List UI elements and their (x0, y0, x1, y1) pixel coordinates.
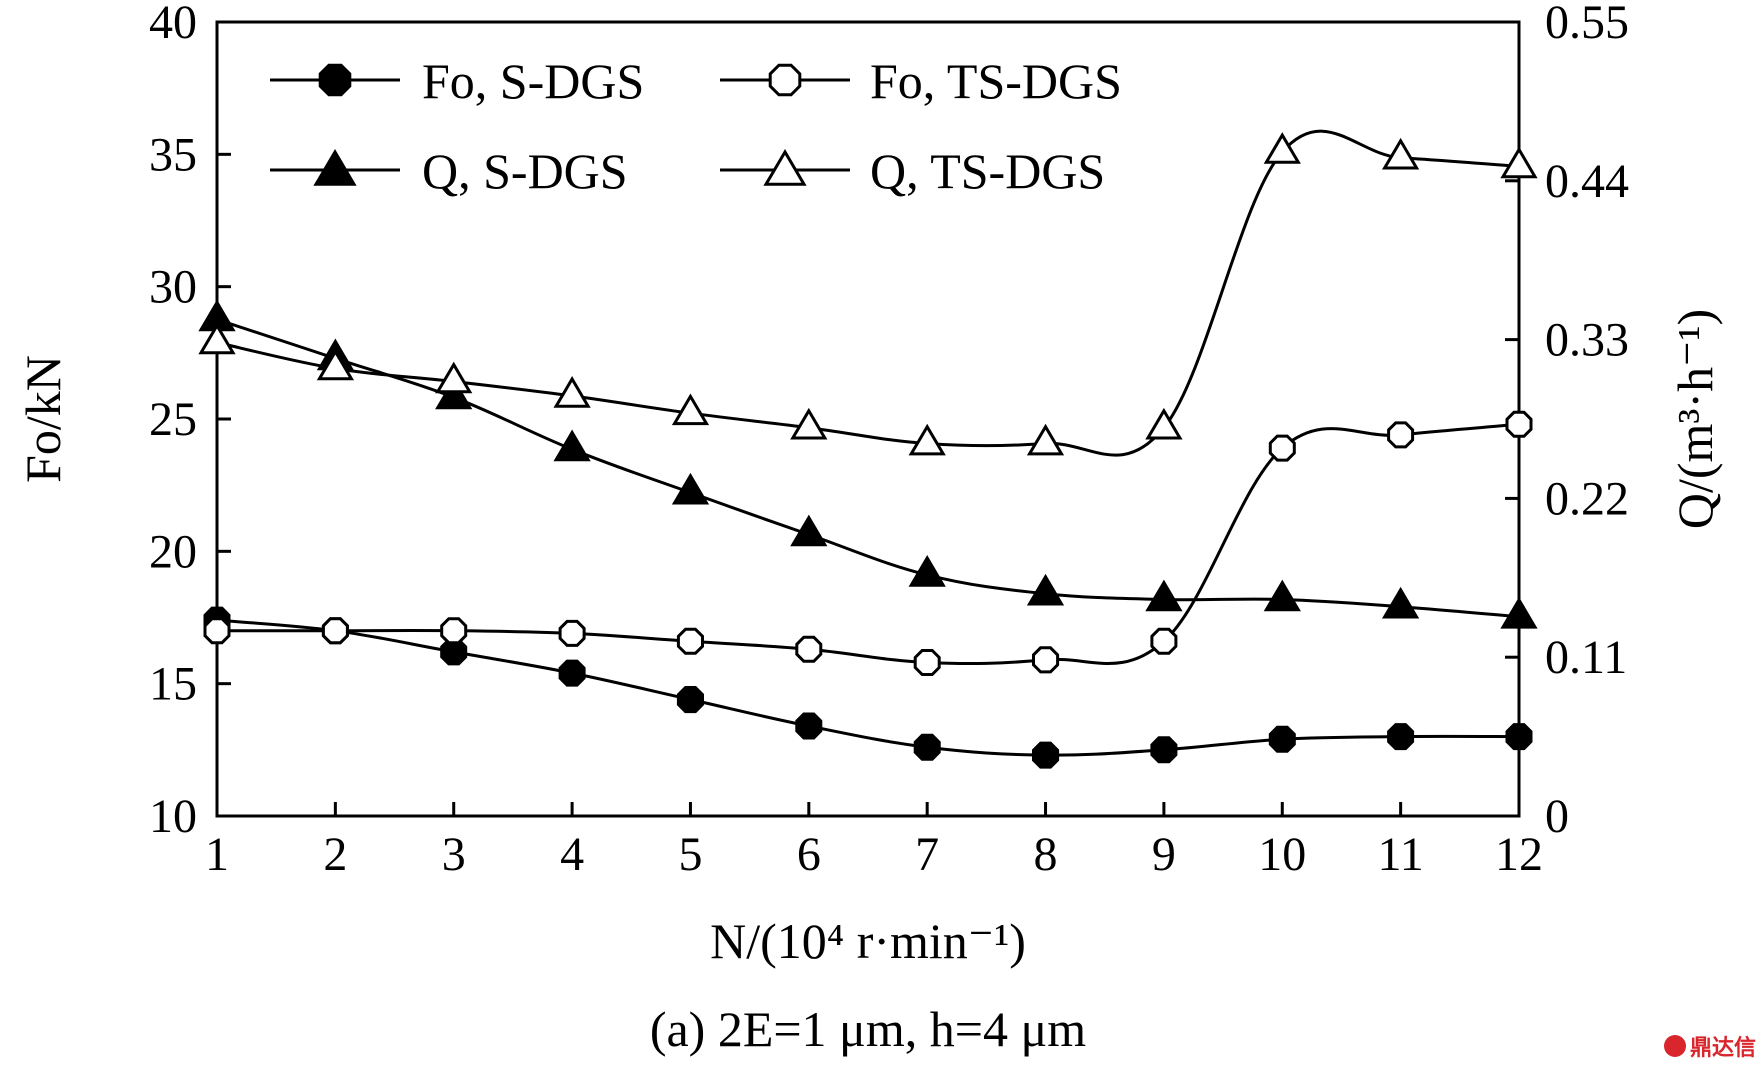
legend: Fo, S-DGS Fo, TS-DGS Q, S-DGS Q, TS-DGS (270, 53, 1122, 199)
series-1-marker (913, 649, 941, 676)
series-3-marker (1145, 407, 1183, 440)
series-2-marker (1026, 573, 1065, 606)
series-line-1 (216, 422, 1520, 666)
series-3-marker (553, 376, 591, 408)
x-tick-label: 11 (1378, 828, 1424, 881)
series-2-marker (1263, 579, 1301, 612)
legend-marker-fo-sdgs (318, 63, 352, 97)
x-axis-label: N/(10⁴ r·min⁻¹) (710, 913, 1026, 969)
series-1-marker (1387, 421, 1415, 449)
series-0-marker (676, 686, 704, 714)
watermark-text: 鼎达信 (1689, 1036, 1756, 1061)
x-tick-label: 7 (915, 828, 939, 881)
left-tick-label: 20 (149, 525, 197, 578)
series-0-marker (1268, 725, 1296, 753)
series-markers (198, 132, 1538, 769)
series-2-marker (671, 472, 710, 505)
series-1-marker (321, 617, 349, 645)
series-1-marker (558, 619, 586, 647)
right-tick-label: 0.11 (1545, 631, 1627, 684)
x-tick-label: 1 (205, 828, 229, 881)
series-0-marker (1032, 741, 1060, 769)
right-tick-label: 0.33 (1545, 314, 1629, 367)
legend-label-q-sdgs: Q, S-DGS (422, 143, 628, 199)
x-tick-label: 4 (560, 828, 584, 881)
series-3-marker (316, 348, 355, 381)
series-3-marker (790, 407, 828, 440)
legend-label-fo-tsdgs: Fo, TS-DGS (870, 53, 1122, 109)
series-3-marker (435, 361, 473, 394)
series-1-marker (203, 617, 231, 645)
left-tick-label: 40 (149, 0, 197, 49)
watermark-logo-icon (1663, 1035, 1686, 1057)
series-2-marker (553, 429, 591, 462)
chart-caption: (a) 2E=1 μm, h=4 μm (650, 1001, 1086, 1057)
x-tick-label: 10 (1258, 828, 1306, 881)
x-tick-label: 6 (797, 828, 821, 881)
legend-marker-fo-tsdgs (768, 63, 802, 97)
legend-marker-q-tsdgs (763, 149, 807, 186)
series-2-marker (1381, 586, 1420, 619)
series-3-marker (1263, 132, 1301, 164)
x-axis-ticks: 1 2 3 4 5 6 7 8 9 10 11 12 (205, 802, 1543, 881)
series-1-marker (1032, 646, 1060, 674)
left-tick-label: 25 (149, 393, 197, 446)
left-tick-label: 30 (149, 261, 197, 314)
y-axis-left-label: Fo/kN (15, 355, 71, 483)
right-tick-label: 0.44 (1545, 155, 1629, 208)
right-tick-label: 0.22 (1545, 472, 1629, 525)
legend-label-fo-sdgs: Fo, S-DGS (422, 53, 644, 109)
x-tick-label: 3 (442, 828, 466, 881)
series-0-marker (440, 638, 468, 666)
right-tick-label: 0 (1545, 790, 1569, 843)
plot-frame (215, 20, 1521, 818)
series-0-marker (1150, 736, 1178, 764)
series-3-marker (1026, 423, 1065, 456)
series-1-marker (1268, 434, 1296, 462)
series-3-marker (1500, 146, 1538, 179)
right-axis-ticks: 0 0.11 0.22 0.33 0.44 0.55 (1505, 0, 1629, 843)
x-tick-label: 2 (323, 828, 347, 881)
series-2-marker (435, 377, 473, 410)
series-3-marker (198, 322, 236, 355)
series-lines (216, 129, 1520, 757)
series-1-marker (795, 635, 823, 663)
series-2-marker (1145, 579, 1183, 612)
series-3-marker (1381, 137, 1420, 170)
series-1-marker (1150, 627, 1178, 655)
series-3-marker (671, 393, 710, 426)
x-tick-label: 8 (1034, 828, 1058, 881)
series-2-marker (908, 555, 946, 587)
series-1-marker (440, 617, 468, 645)
series-1-marker (1505, 410, 1533, 438)
series-line-0 (216, 618, 1520, 757)
right-tick-label: 0.55 (1545, 0, 1629, 49)
series-0-marker (1505, 723, 1533, 751)
legend-label-q-tsdgs: Q, TS-DGS (870, 143, 1105, 199)
series-3-marker (908, 423, 946, 456)
series-1-marker (676, 627, 704, 655)
series-0-marker (795, 712, 823, 740)
left-tick-label: 35 (149, 128, 197, 181)
series-0-marker (1387, 723, 1415, 751)
watermark: 鼎达信 (1663, 1030, 1756, 1062)
series-0-marker (558, 659, 586, 687)
y-axis-right-label: Q/(m³·h⁻¹) (1667, 309, 1723, 529)
series-line-2 (216, 317, 1520, 619)
x-tick-label: 5 (678, 828, 702, 881)
x-tick-label: 12 (1495, 828, 1543, 881)
series-0-marker (913, 733, 941, 761)
series-2-marker (1500, 596, 1538, 629)
left-tick-label: 15 (149, 658, 197, 711)
legend-marker-q-sdgs (313, 149, 357, 186)
x-tick-label: 9 (1152, 828, 1176, 881)
series-line-3 (216, 129, 1520, 457)
series-2-marker (790, 514, 828, 547)
left-tick-label: 10 (149, 790, 197, 843)
left-axis-ticks: 10 15 20 25 30 35 40 (149, 0, 231, 843)
